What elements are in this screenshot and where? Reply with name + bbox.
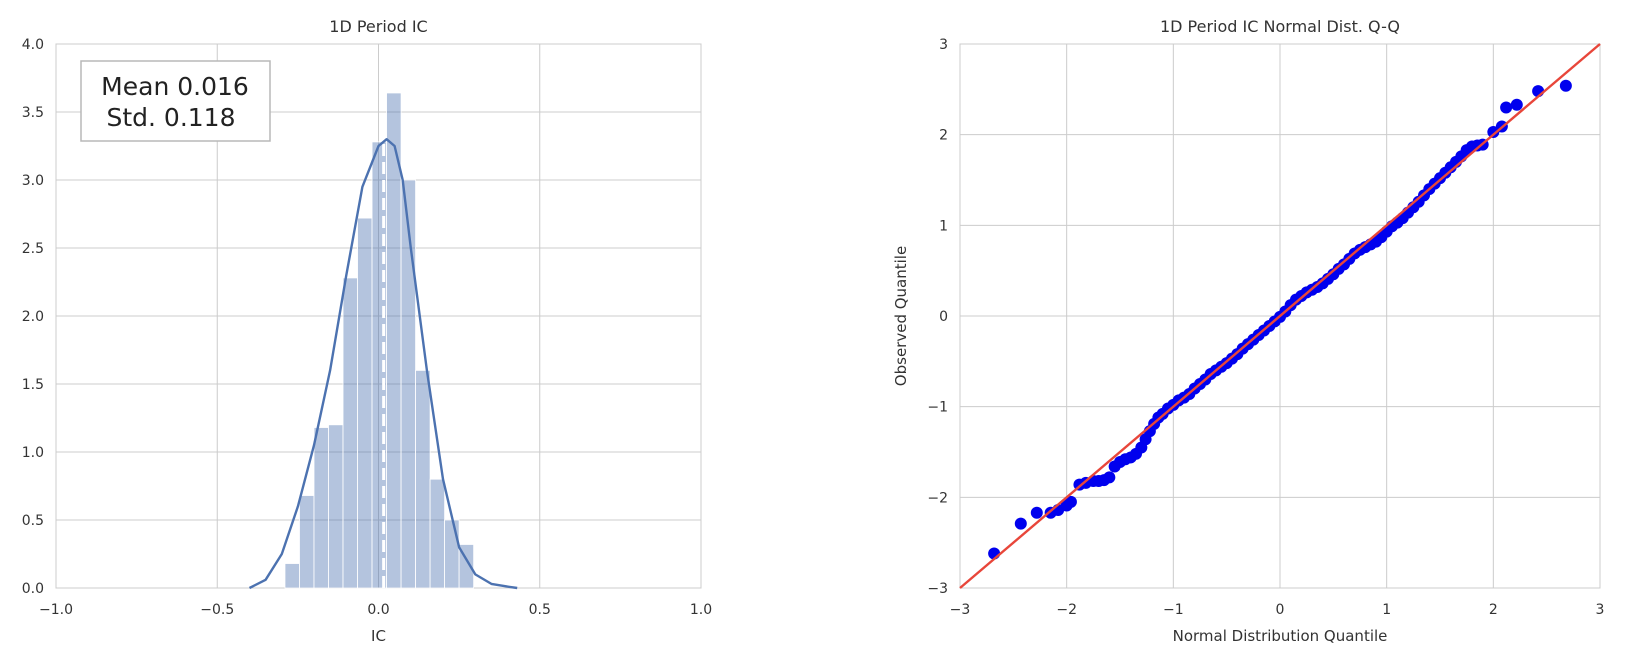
qq-point — [1559, 79, 1572, 92]
hist-y-tick-label: 1.0 — [22, 445, 44, 461]
stats-mean-text: Mean 0.016 — [101, 72, 249, 101]
qq-point — [1500, 101, 1513, 114]
hist-x-axis-label: IC — [371, 627, 386, 645]
qq-point — [1103, 471, 1116, 484]
histogram-bar — [328, 424, 344, 589]
hist-y-tick-label: 0.5 — [22, 513, 44, 529]
qq-y-tick-label: 0 — [939, 309, 948, 325]
histogram-bar — [400, 179, 416, 589]
hist-x-tick-labels: −1.0 −0.5 0.0 0.5 1.0 — [39, 602, 712, 618]
qq-point — [1030, 506, 1043, 519]
qq-point — [1064, 495, 1077, 508]
qq-point — [1014, 517, 1027, 530]
hist-y-tick-label: 1.5 — [22, 377, 44, 393]
qq-y-tick-labels: −3 −2 −1 0 1 2 3 — [927, 37, 948, 597]
qq-chart-title: 1D Period IC Normal Dist. Q-Q — [1160, 17, 1400, 36]
qq-y-tick-label: −2 — [927, 490, 948, 506]
qq-x-tick-label: 3 — [1596, 602, 1605, 618]
qq-x-tick-labels: −3 −2 −1 0 1 2 3 — [950, 602, 1605, 618]
histogram-bar — [284, 563, 300, 589]
qq-reference-line — [959, 43, 1601, 589]
histogram-bar — [313, 427, 329, 589]
qq-y-tick-label: −1 — [927, 400, 948, 416]
qq-y-axis-label: Observed Quantile — [892, 246, 910, 386]
qq-x-tick-label: 0 — [1276, 602, 1285, 618]
hist-y-tick-label: 4.0 — [22, 37, 44, 53]
hist-x-tick-label: 1.0 — [690, 602, 712, 618]
hist-y-tick-label: 3.0 — [22, 173, 44, 189]
hist-y-tick-label: 2.0 — [22, 309, 44, 325]
hist-y-tick-label: 3.5 — [22, 105, 44, 121]
qq-x-tick-label: 1 — [1382, 602, 1391, 618]
qq-plot-chart: −3 −2 −1 0 1 2 3 −3 −2 −1 0 1 2 3 1D Period IC Norma… — [892, 17, 1604, 645]
hist-x-tick-label: −1.0 — [39, 602, 73, 618]
hist-chart-title: 1D Period IC — [329, 17, 427, 36]
hist-x-tick-label: 0.5 — [529, 602, 551, 618]
qq-x-tick-label: −3 — [950, 602, 971, 618]
histogram-bar — [299, 495, 315, 589]
qq-x-tick-label: −2 — [1056, 602, 1077, 618]
qq-y-tick-label: 1 — [939, 218, 948, 234]
qq-x-axis-label: Normal Distribution Quantile — [1173, 627, 1388, 645]
hist-y-tick-label: 2.5 — [22, 241, 44, 257]
histogram-bar — [415, 369, 431, 589]
histogram-bar — [429, 478, 446, 589]
kde-curve — [248, 137, 518, 590]
qq-x-tick-label: −1 — [1163, 602, 1184, 618]
stats-std-text: Std. 0.118 — [106, 103, 235, 132]
hist-bars — [284, 92, 475, 589]
ic-histogram-chart: −1.0 −0.5 0.0 0.5 1.0 0.0 0.5 1.0 1.5 2.0 2.5 3.0 3… — [22, 17, 712, 645]
qq-y-tick-label: 2 — [939, 128, 948, 144]
hist-y-tick-label: 0.0 — [22, 581, 44, 597]
stats-annotation-frame — [80, 60, 271, 142]
qq-point — [1487, 125, 1500, 138]
hist-y-tick-labels: 0.0 0.5 1.0 1.5 2.0 2.5 3.0 3.5 4.0 — [22, 37, 44, 597]
stats-annotation-box: Mean 0.016 Std. 0.118 — [80, 60, 271, 142]
histogram-bar — [342, 277, 358, 589]
hist-x-tick-label: −0.5 — [200, 602, 234, 618]
qq-point — [1510, 98, 1523, 111]
qq-reference-line-group — [959, 43, 1601, 589]
qq-x-tick-label: 2 — [1489, 602, 1498, 618]
qq-y-tick-label: −3 — [927, 581, 948, 597]
histogram-bar — [357, 217, 373, 589]
histogram-bar — [444, 519, 460, 589]
qq-y-tick-label: 3 — [939, 37, 948, 53]
hist-x-tick-label: 0.0 — [367, 602, 389, 618]
hist-kde-group — [248, 137, 518, 590]
